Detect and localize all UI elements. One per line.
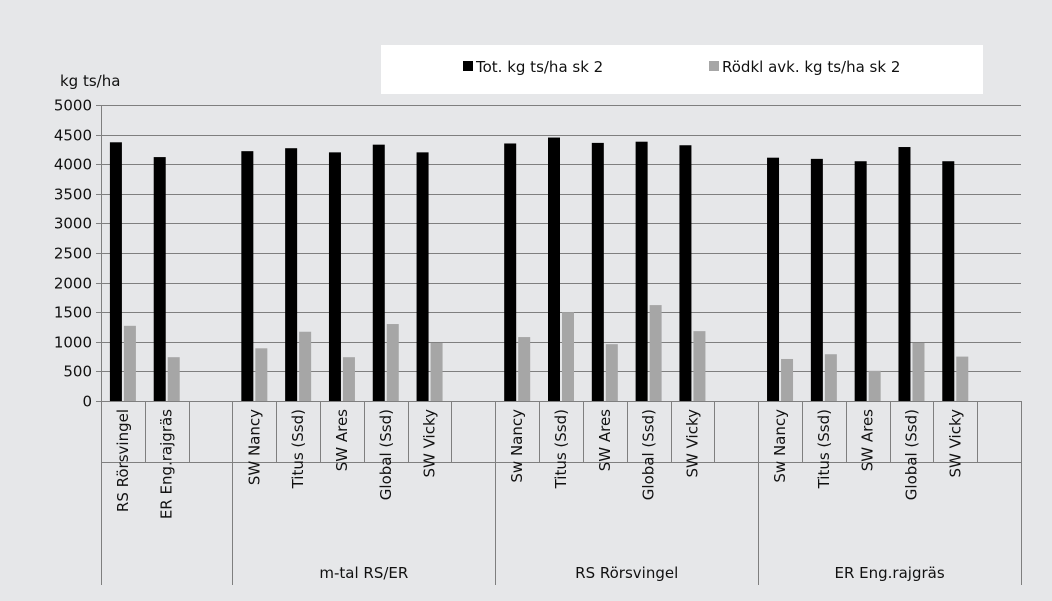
x-tick-label: SW Nancy bbox=[245, 409, 263, 485]
legend-swatch-total bbox=[463, 60, 473, 71]
axes bbox=[96, 105, 1022, 585]
bar-clover bbox=[781, 358, 794, 401]
bar-total bbox=[942, 161, 955, 401]
y-axis-label: kg ts/ha bbox=[60, 72, 121, 90]
bar-clover bbox=[386, 324, 399, 401]
x-tick-label: SW Ares bbox=[333, 409, 351, 471]
x-tick-label: SW Vicky bbox=[683, 409, 701, 478]
bar-total bbox=[635, 141, 648, 402]
y-tick-label: 4000 bbox=[54, 156, 92, 174]
bar-total bbox=[810, 158, 823, 401]
y-tick-label: 2000 bbox=[54, 275, 92, 293]
x-tick-label: ER Eng.rajgräs bbox=[158, 409, 176, 519]
bar-total bbox=[854, 161, 867, 401]
x-tick-label: Global (Ssd) bbox=[377, 409, 395, 500]
bar-clover bbox=[123, 325, 136, 401]
axis-labels: 0 500 1000 1500 2000 2500 3000 3500 4000 4500 5000… bbox=[54, 97, 964, 583]
bar-total bbox=[898, 147, 911, 401]
legend-swatch-clover bbox=[709, 60, 719, 71]
x-tick-label: SW Ares bbox=[596, 409, 614, 471]
bar-total bbox=[241, 151, 254, 401]
bar-total bbox=[416, 152, 429, 401]
gridlines bbox=[101, 105, 1021, 372]
legend: Tot. kg ts/ha sk 2 Rödkl avk. kg ts/ha s… bbox=[381, 45, 983, 94]
x-tick-label: Global (Ssd) bbox=[902, 409, 920, 500]
bar-total bbox=[679, 145, 692, 401]
x-tick-label: SW Vicky bbox=[946, 409, 964, 478]
y-tick-label: 500 bbox=[63, 363, 92, 381]
y-tick-label: 0 bbox=[82, 393, 92, 411]
bar-clover bbox=[912, 342, 925, 401]
bar-total bbox=[153, 157, 166, 401]
bar-clover bbox=[693, 331, 706, 401]
x-tick-label: Titus (Ssd) bbox=[289, 409, 307, 489]
legend-item-total: Tot. kg ts/ha sk 2 bbox=[463, 58, 603, 76]
bar-clover bbox=[649, 305, 662, 401]
bar-clover bbox=[956, 356, 969, 401]
bar-total bbox=[285, 148, 298, 401]
bar-clover bbox=[167, 357, 180, 401]
bars bbox=[109, 137, 969, 402]
bar-clover bbox=[562, 312, 574, 401]
bar-total bbox=[591, 142, 604, 401]
y-tick-label: 1500 bbox=[54, 304, 92, 322]
legend-item-clover: Rödkl avk. kg ts/ha sk 2 bbox=[709, 58, 900, 76]
group-label: ER Eng.rajgräs bbox=[834, 564, 944, 582]
y-tick-label: 2500 bbox=[54, 245, 92, 263]
y-tick-label: 3000 bbox=[54, 215, 92, 233]
x-tick-label: SW Ares bbox=[859, 409, 877, 471]
y-tick-label: 3500 bbox=[54, 186, 92, 204]
x-tick-label: Titus (Ssd) bbox=[815, 409, 833, 489]
x-tick-label: Titus (Ssd) bbox=[552, 409, 570, 489]
bar-total bbox=[767, 157, 780, 401]
legend-label-total: Tot. kg ts/ha sk 2 bbox=[476, 58, 604, 76]
bar-clover bbox=[299, 331, 312, 401]
bar-clover bbox=[342, 357, 355, 401]
bar-clover bbox=[518, 337, 531, 401]
x-tick-label: Sw Nancy bbox=[508, 409, 526, 483]
y-tick-label: 1000 bbox=[54, 334, 92, 352]
x-tick-label: Global (Ssd) bbox=[640, 409, 658, 500]
y-tick-label: 5000 bbox=[54, 97, 92, 115]
bar-clover bbox=[605, 344, 618, 401]
bar-total bbox=[372, 144, 385, 401]
x-tick-label: RS Rörsvingel bbox=[114, 409, 132, 512]
bar-total bbox=[109, 142, 122, 401]
x-tick-label: SW Vicky bbox=[421, 409, 439, 478]
bar-total bbox=[328, 152, 341, 401]
bar-clover bbox=[255, 348, 268, 401]
group-label: RS Rörsvingel bbox=[575, 564, 678, 582]
y-tick-label: 4500 bbox=[54, 127, 92, 145]
group-label: m-tal RS/ER bbox=[319, 564, 408, 582]
x-tick-label: Sw Nancy bbox=[771, 409, 789, 483]
bar-clover bbox=[430, 342, 443, 401]
bar-total bbox=[504, 143, 517, 402]
bar-total bbox=[548, 137, 560, 401]
bar-clover bbox=[824, 354, 837, 401]
bar-clover bbox=[868, 370, 881, 401]
legend-label-clover: Rödkl avk. kg ts/ha sk 2 bbox=[722, 58, 901, 76]
